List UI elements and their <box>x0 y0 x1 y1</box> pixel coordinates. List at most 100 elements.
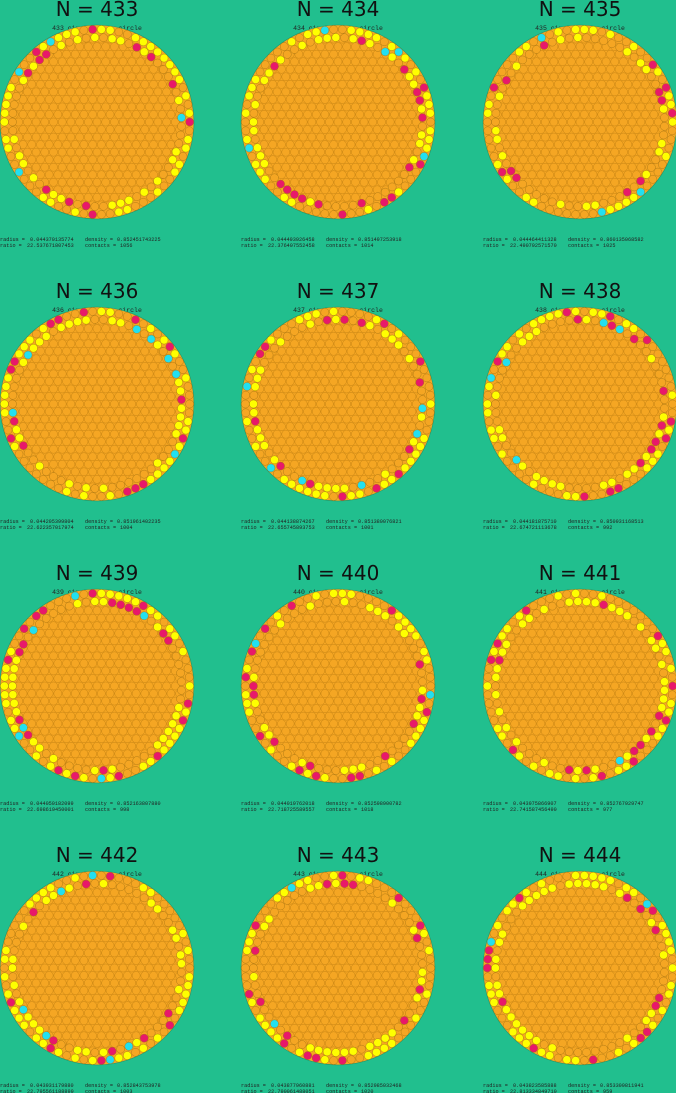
packed-circle <box>484 699 494 708</box>
packed-circle <box>27 80 37 89</box>
packed-circle <box>545 689 554 698</box>
packed-circle <box>277 407 286 416</box>
packed-circle <box>387 606 396 615</box>
packed-circle <box>162 414 171 424</box>
packed-circle <box>483 117 492 127</box>
packed-circle <box>545 95 554 104</box>
packed-circle <box>31 429 41 439</box>
packed-circle <box>556 599 565 608</box>
packed-circle <box>622 469 632 479</box>
packed-circle <box>575 399 585 409</box>
packed-circle <box>514 132 524 142</box>
packed-circle <box>281 87 291 97</box>
packed-circle <box>282 332 292 341</box>
packed-circle <box>131 377 141 386</box>
packed-circle <box>394 162 404 172</box>
packed-circle <box>508 53 518 63</box>
packed-circle <box>170 731 180 741</box>
radius-value: 0.044493926458 <box>271 237 315 243</box>
packed-circle <box>394 681 404 691</box>
packed-circle <box>399 704 408 713</box>
packed-circle <box>399 719 408 728</box>
packed-circle <box>329 613 338 623</box>
packed-circle <box>627 726 637 736</box>
packed-circle <box>597 392 607 401</box>
packed-circle <box>506 147 515 157</box>
packed-circle <box>368 711 378 721</box>
packed-circle <box>62 926 71 935</box>
packed-circle <box>79 95 89 104</box>
packed-circle <box>502 342 512 351</box>
packed-circle <box>114 613 123 623</box>
packed-circle <box>377 742 386 751</box>
packed-circle <box>56 758 66 767</box>
packed-circle <box>127 933 137 943</box>
packed-circle <box>46 319 55 329</box>
packed-circle <box>66 162 76 172</box>
packed-circle <box>140 674 150 683</box>
packed-circle <box>159 347 168 356</box>
packed-circle <box>610 57 620 66</box>
packed-circle <box>575 147 585 157</box>
packed-circle <box>359 711 369 721</box>
packed-circle <box>157 125 167 134</box>
packed-circle <box>166 407 176 416</box>
packed-circle <box>659 104 668 114</box>
packed-circle <box>539 758 549 767</box>
packed-circle <box>623 644 633 653</box>
packed-circle <box>9 382 19 391</box>
packed-circle <box>325 444 334 454</box>
packed-circle <box>298 354 308 364</box>
packed-circle <box>177 122 186 131</box>
packed-circle <box>290 933 299 943</box>
packed-circle <box>558 429 567 439</box>
packed-circle <box>287 761 296 771</box>
packed-circle <box>614 347 624 356</box>
packed-circle <box>53 1001 63 1010</box>
radius-label: radius = <box>483 519 508 525</box>
packed-circle <box>641 362 650 371</box>
packed-circle <box>338 185 347 195</box>
packed-circle <box>277 95 286 104</box>
packed-circle <box>280 42 289 51</box>
packed-circle <box>70 629 80 638</box>
packed-circle <box>348 764 358 774</box>
packed-circle <box>110 963 119 973</box>
packed-circle <box>316 726 325 736</box>
packed-circle <box>244 707 254 717</box>
packed-circle <box>364 926 373 935</box>
packed-circle <box>527 704 537 713</box>
packed-circle <box>554 185 563 195</box>
packed-circle <box>523 696 533 706</box>
packed-circle <box>251 724 260 733</box>
packed-circle <box>88 589 97 598</box>
packed-circle <box>153 993 163 1003</box>
packed-circle <box>285 941 295 950</box>
packed-circle <box>536 392 546 401</box>
packed-circle <box>149 110 158 119</box>
packed-circle <box>178 998 188 1007</box>
packed-circle <box>153 162 163 172</box>
packed-circle <box>593 178 602 187</box>
packed-circle <box>307 162 317 172</box>
packed-circle <box>636 429 646 439</box>
packed-circle <box>333 636 343 646</box>
packed-circle <box>140 437 150 446</box>
packed-circle <box>149 911 158 920</box>
packed-circle <box>181 707 191 717</box>
panel: N = 442442 circles in a circleradius =0.… <box>0 843 195 1093</box>
packed-circle <box>79 629 89 638</box>
packed-circle <box>573 484 583 493</box>
packed-circle <box>571 774 580 783</box>
packed-circle <box>329 170 338 179</box>
radius-label: radius = <box>241 519 266 525</box>
packed-circle <box>329 719 338 728</box>
packed-circle <box>285 659 295 668</box>
packed-circle <box>522 42 531 51</box>
packed-circle <box>567 147 576 157</box>
packed-circle <box>645 711 654 721</box>
packed-circle <box>290 651 299 661</box>
packed-circle <box>84 1024 93 1033</box>
packed-circle <box>407 659 417 668</box>
packed-circle <box>9 100 19 109</box>
